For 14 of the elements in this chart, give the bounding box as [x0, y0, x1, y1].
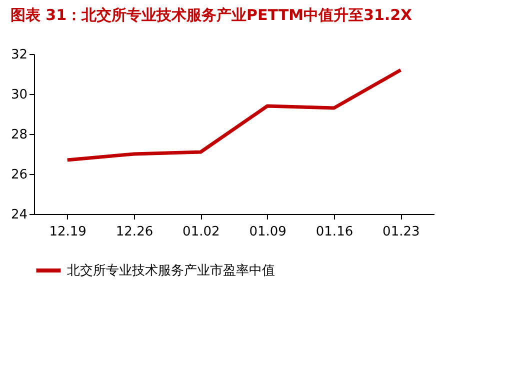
chart-title: 图表 31：北交所专业技术服务产业PETTM中值升至31.2X — [10, 6, 413, 24]
x-tick-label: 01.09 — [249, 224, 286, 240]
y-tick-label: 32 — [10, 48, 28, 62]
y-tick-label: 30 — [10, 88, 28, 102]
x-tick-label: 12.19 — [49, 224, 86, 240]
legend-label: 北交所专业技术服务产业市盈率中值 — [67, 262, 275, 278]
x-tick-label: 01.16 — [316, 224, 354, 240]
x-tick-label: 12.26 — [116, 224, 154, 240]
y-tick-label: 28 — [10, 128, 28, 142]
x-tick-label: 01.02 — [182, 224, 220, 240]
y-tick-label: 26 — [10, 168, 28, 182]
x-tick-label: 01.23 — [382, 224, 420, 240]
y-tick-label: 24 — [10, 208, 28, 222]
line-series — [66, 68, 402, 162]
